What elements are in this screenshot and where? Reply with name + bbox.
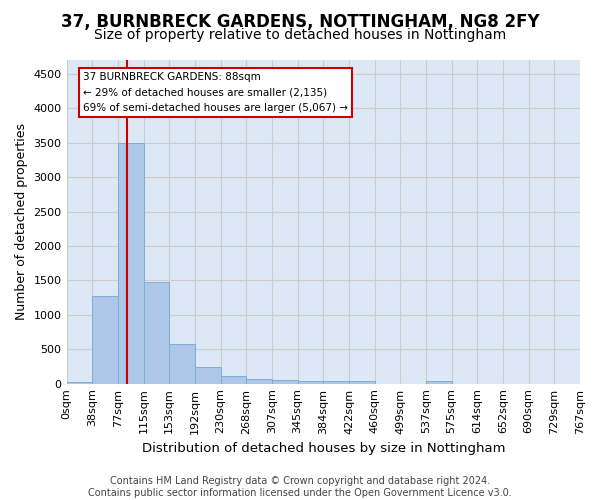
Text: Contains HM Land Registry data © Crown copyright and database right 2024.
Contai: Contains HM Land Registry data © Crown c… [88,476,512,498]
Bar [118,142,143,384]
Text: Size of property relative to detached houses in Nottingham: Size of property relative to detached ho… [94,28,506,42]
Y-axis label: Number of detached properties: Number of detached properties [15,124,28,320]
Text: 37, BURNBRECK GARDENS, NOTTINGHAM, NG8 2FY: 37, BURNBRECK GARDENS, NOTTINGHAM, NG8 2… [61,12,539,30]
Bar [349,380,374,384]
Bar [323,380,349,384]
Bar [92,296,118,384]
Bar [298,380,323,384]
Bar [221,376,246,384]
Bar [143,282,169,384]
Bar [67,382,92,384]
Bar [246,378,272,384]
Bar [169,344,195,384]
Bar [272,380,298,384]
X-axis label: Distribution of detached houses by size in Nottingham: Distribution of detached houses by size … [142,442,505,455]
Text: 37 BURNBRECK GARDENS: 88sqm
← 29% of detached houses are smaller (2,135)
69% of : 37 BURNBRECK GARDENS: 88sqm ← 29% of det… [83,72,348,113]
Bar [195,367,221,384]
Bar [426,380,452,384]
